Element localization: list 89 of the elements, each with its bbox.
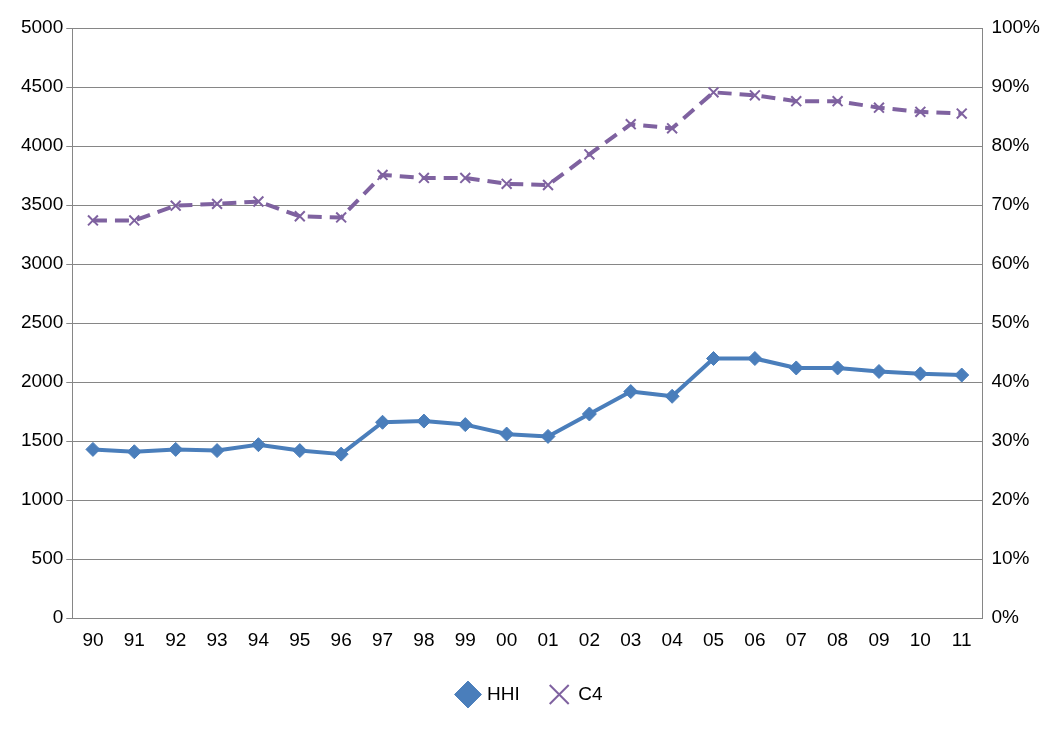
point [333,446,349,462]
point [211,197,224,210]
x-tick-label: 99 [454,628,476,650]
point [747,351,763,367]
y2-tick-label: 80% [991,134,1030,156]
y2-tick-label: 60% [991,252,1030,274]
x-tick-label: 92 [165,628,187,650]
y-tick-label: 1000 [20,488,64,510]
y2-tick-label: 20% [991,488,1030,510]
point [85,441,101,457]
x-tick-label: 94 [247,628,270,650]
point [293,210,306,223]
x-tick-label: 90 [82,628,104,650]
x-tick-label: 11 [951,628,972,650]
y2-tick-label: 90% [991,75,1030,97]
x-tick-label: 97 [371,628,394,650]
x-tick-label: 09 [868,628,890,650]
point [209,443,225,459]
y2-tick-label: 0% [991,606,1019,628]
point [873,101,885,114]
point [292,443,308,459]
y-tick-label: 2500 [20,311,64,333]
x-tick-label: 07 [785,628,807,650]
x-tick-label: 04 [661,628,684,650]
y-tick-label: 5000 [20,16,64,38]
point [540,428,556,444]
point [955,107,968,120]
y-tick-label: 2000 [20,370,64,392]
x-tick-label: 08 [827,628,849,650]
point [583,148,596,161]
legend-label: C4 [578,682,603,704]
x-tick-label: 91 [123,628,145,650]
legend-label: HHI [487,682,520,704]
y2-tick-label: 30% [991,429,1030,451]
point [954,367,970,383]
point [790,95,803,108]
y-tick-label: 500 [31,547,64,569]
x-tick-label: 02 [578,628,600,650]
point [581,406,597,422]
point [542,179,554,191]
y2-tick-label: 70% [991,193,1030,215]
x-tick-label: 96 [330,628,352,650]
y2-tick-label: 100% [991,16,1041,38]
point [500,177,513,190]
y2-tick-label: 50% [991,311,1030,333]
point [624,118,637,131]
point [128,214,141,227]
point [666,122,679,135]
point [871,364,887,379]
x-tick-label: 03 [620,628,642,650]
y-tick-label: 4000 [20,134,64,156]
point [748,89,761,102]
point [168,441,184,457]
point [416,413,432,429]
point [169,199,182,212]
point [250,437,266,453]
x-tick-label: 98 [413,628,435,650]
x-tick-label: 93 [206,628,228,650]
x-tick-label: 00 [496,628,518,650]
x-tick-label: 06 [744,628,766,650]
y-tick-label: 3000 [20,252,64,274]
x-tick-label: 10 [909,628,931,650]
point [126,444,142,460]
point [788,360,804,376]
x-tick-label: 05 [702,628,725,650]
point [87,214,99,227]
y-tick-label: 4500 [20,75,64,97]
point [664,388,680,404]
point [914,105,927,118]
x-tick-label: 95 [289,628,311,650]
point [376,169,389,181]
y2-tick-label: 40% [991,370,1030,392]
point [707,86,720,99]
point [457,417,473,433]
point [459,171,472,184]
point [417,171,430,184]
point [623,384,639,400]
point [831,95,844,108]
y-tick-label: 0 [52,606,64,628]
point [706,351,721,367]
y-tick-label: 1500 [20,429,64,451]
point [252,195,265,208]
y-tick-label: 3500 [20,193,64,215]
point [499,426,515,442]
y2-tick-label: 10% [991,547,1030,569]
point [335,211,348,224]
x-tick-label: 01 [537,628,559,650]
point [912,366,928,382]
point [830,360,846,376]
